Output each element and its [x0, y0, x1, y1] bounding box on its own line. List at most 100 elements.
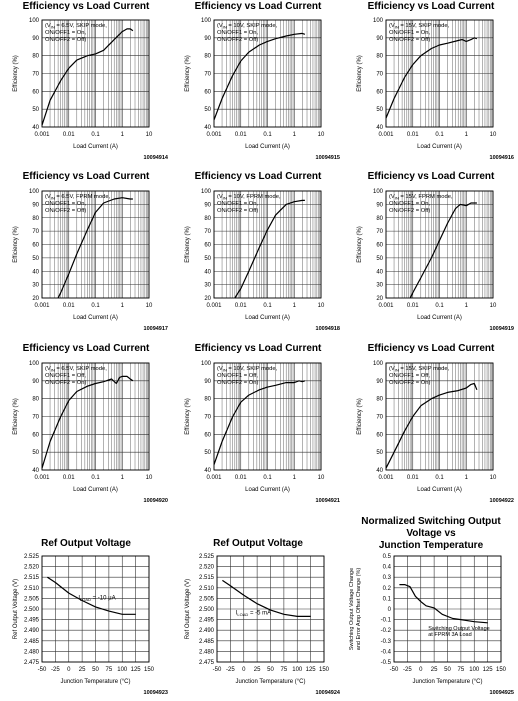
x-tick-label: 1	[293, 303, 297, 309]
annotation-part: = 15V, SKIP mode,	[399, 366, 450, 372]
x-tick-label: 75	[458, 667, 465, 673]
chart-svg: 0.001 0.01 0.1 1 10 40 50 60 70 80 90 100 Load Curre…	[357, 18, 514, 161]
x-tick-label: 0.1	[263, 132, 272, 138]
series-line	[47, 576, 136, 615]
x-tick-label: 0.1	[91, 303, 100, 309]
y-tick-label: 60	[204, 89, 211, 95]
y-tick-label: 50	[204, 107, 211, 113]
y-tick-label: 70	[204, 72, 211, 78]
annotation-part: (V	[217, 23, 223, 29]
annotation-part: = -10 μA	[91, 595, 116, 601]
annotation-line: ON/OFF1 = On,	[217, 30, 258, 36]
annotation-part: (V	[45, 23, 51, 29]
y-tick-label: 100	[373, 189, 384, 195]
y-tick-label: 100	[373, 361, 384, 367]
x-tick-label: 1	[465, 132, 469, 138]
y-tick-label: 40	[32, 269, 39, 275]
chart-panel: Efficiency vs Load Current 0.001 0.01 0.1 1 1…	[344, 170, 518, 342]
y-tick-label: -0.3	[381, 639, 392, 645]
annotation-subscript: LOAD	[80, 597, 91, 602]
y-tick-label: 60	[376, 243, 383, 249]
y-tick-label: 60	[32, 432, 39, 438]
annotation-line: (VIN = 6.5V, SKIP mode,	[45, 366, 107, 373]
y-axis-label: Efficiency (%)	[357, 55, 363, 92]
x-tick-label: 0.001	[34, 475, 50, 481]
chart-svg: -50 -25 0 25 50 75 100 125 150 -0.5 -0.4 -0.3 -0.2 -0…	[349, 554, 514, 696]
x-tick-label: 10	[490, 303, 497, 309]
x-tick-label: 0.01	[235, 475, 247, 481]
annotation-part: = 10V, SKIP mode,	[227, 366, 278, 372]
annotation-subscript: IN	[395, 25, 399, 30]
x-tick-label: 0.01	[63, 303, 75, 309]
plot-frame	[41, 19, 150, 128]
annotation-line: ON/OFF2 = Off)	[45, 37, 86, 43]
x-tick-label: 1	[465, 475, 469, 481]
chart-title: Ref Output Voltage	[41, 538, 131, 549]
y-tick-label: 60	[204, 243, 211, 249]
y-tick-label: 2.525	[199, 554, 215, 560]
x-tick-label: 0.01	[407, 303, 419, 309]
annotation-line: Switching Output Voltage	[428, 626, 489, 632]
y-tick-label: 80	[204, 216, 211, 222]
x-tick-label: 50	[92, 667, 99, 673]
y-tick-label: 40	[204, 125, 211, 131]
x-tick-label: 0.1	[91, 132, 100, 138]
grid-lines	[393, 555, 502, 663]
x-axis-label: Load Current (A)	[245, 315, 290, 321]
x-tick-label: 1	[121, 303, 125, 309]
annotation-part: (V	[389, 23, 395, 29]
x-tick-label: 50	[267, 667, 274, 673]
y-tick-label: 2.485	[24, 639, 40, 645]
x-tick-label: 0.1	[435, 132, 444, 138]
x-axis-label: Load Current (A)	[417, 144, 462, 150]
annotation-subscript: IN	[51, 196, 55, 201]
x-tick-label: 10	[146, 475, 153, 481]
x-tick-label: 0	[67, 667, 71, 673]
grid-lines	[41, 555, 150, 663]
figure-code: 10094918	[316, 326, 340, 332]
x-axis-label: Load Current (A)	[73, 315, 118, 321]
annotation-line: ON/OFF1 = On,	[389, 201, 430, 207]
x-tick-label: 150	[144, 667, 155, 673]
x-tick-label: 1	[121, 475, 125, 481]
y-tick-label: 80	[376, 397, 383, 403]
y-tick-label: 2.505	[24, 596, 40, 602]
plot-frame	[41, 555, 150, 663]
figure-code: 10094914	[144, 155, 169, 161]
x-tick-label: 0.1	[91, 475, 100, 481]
chart-panel: Normalized Switching Output Voltage vs Jun…	[344, 514, 518, 701]
figure-code: 10094916	[490, 155, 514, 161]
chart-panel: Efficiency vs Load Current 0.001 0.01 0.1 1 1…	[0, 0, 172, 170]
y-tick-label: 70	[376, 229, 383, 235]
annotation-part: = -5 mA	[248, 610, 271, 616]
annotation-line: (VIN = 6.5V, SKIP mode,	[45, 23, 107, 30]
x-tick-label: 0.01	[407, 475, 419, 481]
annotation-subscript: IN	[395, 368, 399, 373]
x-tick-label: 25	[254, 667, 261, 673]
chart-svg: -50 -25 0 25 50 75 100 125 150 2.475 2.480 2.485 2.4…	[185, 554, 341, 696]
y-tick-label: 70	[32, 415, 39, 421]
y-tick-label: 30	[32, 283, 39, 289]
y-tick-label: 100	[29, 18, 40, 24]
x-tick-label: 75	[106, 667, 113, 673]
y-tick-label: 2.510	[24, 586, 40, 592]
chart-title: Efficiency vs Load Current	[22, 171, 150, 182]
y-tick-label: -0.1	[381, 618, 392, 624]
y-tick-label: 80	[32, 54, 39, 60]
annotation-part: = 10V, FPRM mode,	[227, 194, 281, 200]
x-tick-label: 10	[146, 132, 153, 138]
chart-svg: 0.001 0.01 0.1 1 10 20 30 40 50 60 70 80 90 100 Load C…	[185, 189, 340, 332]
y-tick-label: 2.515	[24, 575, 40, 581]
y-axis-label: Efficiency (%)	[13, 226, 19, 263]
x-tick-label: 0.001	[378, 132, 394, 138]
y-tick-label: 90	[32, 379, 39, 385]
y-axis-label: Efficiency (%)	[185, 55, 191, 92]
y-tick-label: 70	[376, 72, 383, 78]
grid-lines	[216, 555, 325, 663]
y-tick-label: 80	[376, 216, 383, 222]
plot-frame	[385, 190, 494, 299]
y-tick-label: 2.525	[24, 554, 40, 560]
annotation-part: = 6.5V, SKIP mode,	[55, 366, 107, 372]
y-axis-label: Ref Output Voltage (V)	[13, 579, 19, 639]
annotation-part: (V	[45, 194, 51, 200]
